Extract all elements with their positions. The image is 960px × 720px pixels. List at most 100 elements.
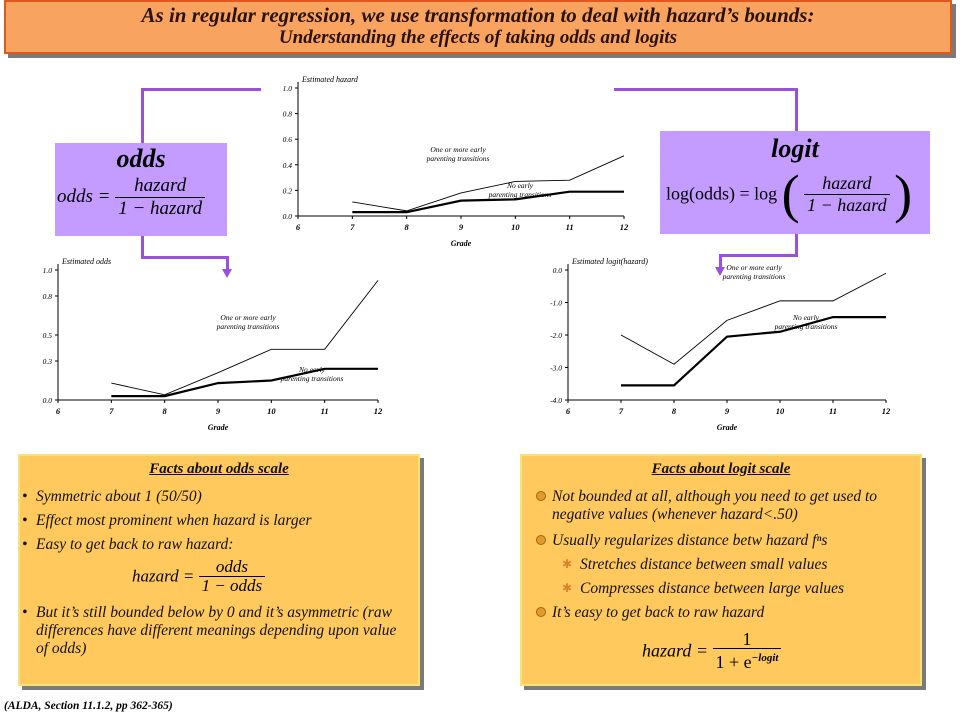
bullet-icon: • — [22, 488, 28, 505]
odds-fact-4: • But it’s still bounded below by 0 and i… — [22, 604, 410, 658]
disc-bullet-icon — [536, 607, 546, 617]
odds-fact-text: Symmetric about 1 (50/50) — [36, 488, 202, 505]
odds-inverse-formula: hazard = odds 1 − odds — [132, 558, 266, 595]
logit-chart-svg: Estimated logit(hazard) 0.0 -1.0 -2.0 -3.0 -4… — [550, 257, 891, 432]
hazard-x-tick-label: 8 — [405, 222, 410, 232]
slide-subtitle: Understanding the effects of taking odds… — [278, 27, 678, 48]
odds-series-no-early-transitions-line — [111, 367, 378, 398]
odds-y-tick-label: 0.5 — [43, 331, 53, 340]
citation-footer: (ALDA, Section 11.1.2, pp 362-365) — [4, 700, 173, 712]
bullet-icon: • — [22, 536, 28, 553]
star-bullet-icon: ✱ — [562, 557, 573, 571]
logit-facts-box: Facts about logit scale Not bounded at a… — [520, 454, 922, 686]
hazard-x-axis-label: Grade — [451, 239, 472, 248]
odds-annotation-label: One or more early — [220, 313, 276, 322]
odds-x-tick-label: 9 — [216, 406, 221, 416]
odds-x-tick-label: 7 — [109, 406, 114, 416]
logit-fact-text: Not bounded at all, although you need to… — [552, 488, 878, 523]
hazard-chart: Estimated hazard 0.0 0.2 0.4 0.6 0.8 1.0 6 7 8 9 10… — [258, 72, 630, 258]
odds-connector-h — [141, 256, 229, 259]
logit-connector-top — [795, 88, 798, 132]
logit-formula-lhs: log(odds) = log — [666, 183, 778, 204]
logit-fact-text: Usually regularizes distance betw hazard… — [552, 532, 828, 549]
hazard-annotation-label: parenting transitions — [488, 190, 552, 199]
hazard-y-tick-label: 1.0 — [283, 84, 293, 93]
disc-bullet-icon — [536, 535, 546, 545]
logit-series-no-early-transitions-line — [621, 316, 886, 387]
logit-x-axis-label: Grade — [717, 423, 738, 432]
odds-connector-top-h — [141, 88, 261, 91]
logit-y-tick-label: -2.0 — [550, 331, 562, 340]
logit-annotation-label: One or more early — [726, 263, 782, 272]
odds-formula-numerator: hazard — [115, 175, 206, 198]
logit-fact-2: Usually regularizes distance betw hazard… — [536, 532, 912, 550]
odds-series-early-transitions-line — [111, 280, 379, 396]
hazard-y-axis-label: Estimated hazard — [301, 75, 359, 84]
odds-annotation-label: parenting transitions — [280, 374, 344, 383]
odds-connector-v — [226, 256, 229, 270]
logit-inverse-lhs: hazard = — [642, 640, 708, 661]
logit-inverse-formula: hazard = 1 1 + e−logit — [642, 630, 782, 671]
odds-formula-fraction: hazard 1 − hazard — [115, 175, 206, 220]
odds-connector-top — [141, 88, 144, 144]
logit-subfact-2: ✱ Compresses distance between large value… — [562, 580, 912, 598]
hazard-annotation-label: parenting transitions — [426, 154, 490, 163]
logit-x-tick-label: 8 — [672, 406, 677, 416]
odds-facts-box: Facts about odds scale • Symmetric about … — [18, 454, 420, 686]
logit-chart: Estimated logit(hazard) 0.0 -1.0 -2.0 -3.0 -4… — [528, 254, 900, 440]
logit-inverse-den-base: 1 + e — [715, 652, 752, 672]
odds-x-tick-label: 8 — [163, 406, 168, 416]
logit-annotation-label: No early — [792, 313, 820, 322]
hazard-annotation-label: One or more early — [430, 145, 486, 154]
odds-connector-down — [141, 234, 144, 258]
logit-connector-top-h — [614, 88, 798, 91]
logit-inverse-den-exp: −logit — [751, 652, 779, 664]
logit-formula-numerator: hazard — [804, 173, 890, 195]
odds-y-tick-label: 0.3 — [43, 357, 53, 366]
odds-formula-lhs: odds = — [57, 185, 111, 207]
hazard-x-tick-label: 6 — [296, 222, 301, 232]
hazard-x-tick-label: 11 — [566, 222, 574, 232]
logit-inverse-denominator: 1 + e−logit — [713, 649, 782, 671]
hazard-chart-svg: Estimated hazard 0.0 0.2 0.4 0.6 0.8 1.0 6 7 8 9 10… — [283, 75, 629, 248]
odds-x-tick-label: 10 — [267, 406, 276, 416]
odds-fact-3: • Easy to get back to raw hazard: — [22, 536, 410, 554]
odds-y-tick-label: 0.0 — [43, 396, 53, 405]
hazard-y-tick-label: 0.8 — [283, 110, 293, 119]
left-paren: ( — [781, 164, 800, 224]
hazard-series-early-transitions-line — [352, 155, 625, 212]
odds-fact-text: But it’s still bounded below by 0 and it… — [36, 604, 397, 657]
logit-formula-title: logit — [771, 134, 819, 163]
odds-x-tick-label: 12 — [374, 406, 383, 416]
hazard-y-tick-label: 0.2 — [283, 186, 293, 195]
logit-y-tick-label: -1.0 — [550, 299, 562, 308]
odds-chart: Estimated odds 0.0 0.3 0.5 0.8 1.0 6 7 8 9 10 11 12 G… — [18, 254, 398, 440]
logit-fact-3: It’s easy to get back to raw hazard — [536, 604, 912, 622]
hazard-x-tick-label: 12 — [620, 222, 629, 232]
odds-inverse-fraction: odds 1 − odds — [198, 558, 266, 595]
logit-fact-text: It’s easy to get back to raw hazard — [552, 604, 765, 621]
odds-formula-denominator: 1 − hazard — [118, 198, 203, 219]
bullet-icon: • — [22, 604, 28, 621]
odds-formula-title: odds — [116, 144, 166, 173]
logit-y-tick-label: 0.0 — [553, 266, 563, 275]
logit-series-early-transitions-line — [620, 272, 887, 365]
logit-formula: log(odds) = log ( hazard 1 − hazard ) — [666, 167, 912, 221]
odds-inverse-denominator: 1 − odds — [201, 576, 263, 595]
odds-x-axis-label: Grade — [208, 423, 229, 432]
logit-subfact-text: Stretches distance between small values — [580, 556, 828, 573]
logit-inverse-fraction: 1 1 + e−logit — [712, 630, 782, 671]
odds-y-tick-label: 0.8 — [43, 292, 53, 301]
odds-inverse-lhs: hazard = — [132, 566, 195, 586]
logit-annotation-label: parenting transitions — [722, 272, 786, 281]
logit-formula-box: logit log(odds) = log ( hazard 1 − hazar… — [660, 131, 930, 234]
logit-y-axis-label: Estimated logit(hazard) — [571, 257, 648, 266]
odds-x-tick-label: 11 — [321, 406, 329, 416]
logit-x-tick-label: 10 — [776, 406, 785, 416]
logit-arrow-icon — [715, 267, 725, 276]
odds-fact-1: • Symmetric about 1 (50/50) — [22, 488, 410, 506]
odds-inverse-numerator: odds — [198, 558, 266, 577]
logit-x-tick-label: 11 — [829, 406, 837, 416]
logit-y-tick-label: -4.0 — [550, 396, 562, 405]
odds-formula-box: odds odds = hazard 1 − hazard — [55, 143, 227, 236]
